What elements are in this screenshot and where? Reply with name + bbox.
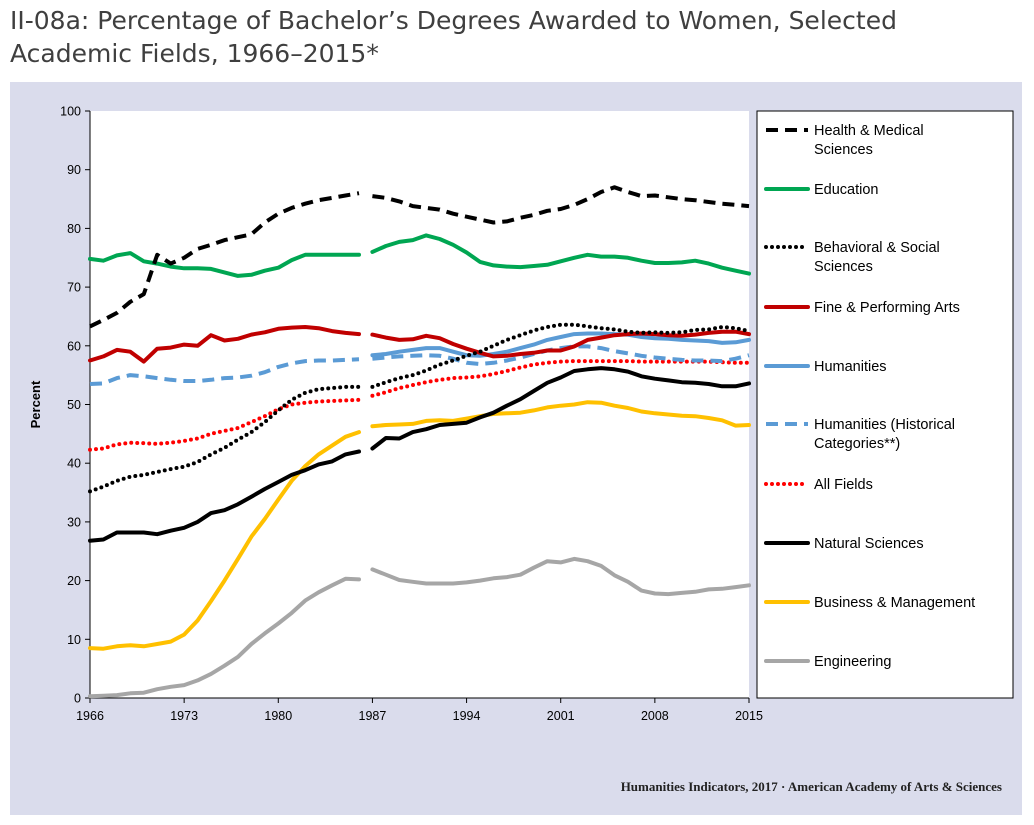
y-axis-label: Percent — [28, 380, 43, 428]
series-line — [370, 331, 751, 358]
legend-label: All Fields — [814, 477, 873, 493]
chart-title: II-08a: Percentage of Bachelor’s Degrees… — [10, 4, 1020, 70]
legend-label-line: Natural Sciences — [814, 536, 924, 552]
x-tick-label: 1973 — [170, 709, 198, 723]
legend-label: Health & Medical Sciences — [814, 123, 924, 158]
legend-label: Fine & Performing Arts — [814, 300, 960, 316]
series-line — [370, 329, 751, 359]
legend-label-line: Sciences — [814, 142, 873, 158]
series-line — [370, 322, 751, 389]
legend-label-line: Categories**) — [814, 436, 900, 452]
series-line — [89, 191, 360, 329]
y-tick-label: 70 — [67, 281, 81, 295]
series-line — [88, 397, 361, 452]
x-tick-label: 1987 — [359, 709, 387, 723]
legend-label: Behavioral & Social Sciences — [814, 240, 940, 275]
series-line — [370, 400, 751, 429]
series-line — [370, 556, 751, 597]
x-tick-label: 1966 — [76, 709, 104, 723]
series-line — [370, 366, 751, 451]
legend-label-line: Fine & Performing Arts — [814, 300, 960, 316]
y-tick-label: 20 — [67, 574, 81, 588]
series-line — [370, 233, 751, 276]
series-line — [88, 325, 361, 364]
series-line — [88, 251, 361, 278]
series-line — [89, 357, 360, 386]
x-tick-label: 2001 — [547, 709, 575, 723]
y-tick-label: 100 — [60, 105, 81, 119]
legend-label-line: All Fields — [814, 477, 873, 493]
y-tick-label: 30 — [67, 515, 81, 529]
y-tick-label: 10 — [67, 633, 81, 647]
legend-label-line: Humanities (Historical — [814, 417, 955, 433]
legend-label: Humanities — [814, 359, 887, 375]
legend-label-line: Education — [814, 182, 879, 198]
y-tick-label: 40 — [67, 457, 81, 471]
series-line — [88, 449, 361, 543]
series-line — [88, 384, 361, 494]
series-line — [88, 430, 361, 651]
plot-area — [90, 111, 749, 698]
y-tick-label: 80 — [67, 222, 81, 236]
legend-label-line: Behavioral & Social — [814, 240, 940, 256]
legend-label: Natural Sciences — [814, 536, 924, 552]
series-line — [88, 576, 361, 699]
legend-label: Humanities (Historical Categories**) — [814, 417, 955, 452]
y-tick-label: 90 — [67, 163, 81, 177]
y-tick-label: 0 — [74, 692, 81, 706]
chart-title-line-1: II-08a: Percentage of Bachelor’s Degrees… — [10, 6, 897, 35]
legend-label-line: Health & Medical — [814, 123, 924, 139]
chart-title-line-2: Academic Fields, 1966–2015* — [10, 39, 379, 68]
x-tick-label: 2015 — [735, 709, 763, 723]
source-footer: Humanities Indicators, 2017 · American A… — [620, 779, 1002, 794]
legend-label: Business & Management — [814, 595, 975, 611]
legend-label-line: Humanities — [814, 359, 887, 375]
legend-label: Engineering — [814, 654, 891, 670]
x-tick-label: 1980 — [264, 709, 292, 723]
y-tick-label: 60 — [67, 339, 81, 353]
legend-label-line: Business & Management — [814, 595, 975, 611]
x-tick-label: 1994 — [453, 709, 481, 723]
x-tick-label: 2008 — [641, 709, 669, 723]
series-line — [372, 344, 750, 366]
series-line — [370, 359, 751, 398]
legend-label-line: Sciences — [814, 259, 873, 275]
y-tick-label: 50 — [67, 398, 81, 412]
legend-label-line: Engineering — [814, 654, 891, 670]
series-line — [372, 185, 750, 225]
legend-label: Education — [814, 182, 879, 198]
